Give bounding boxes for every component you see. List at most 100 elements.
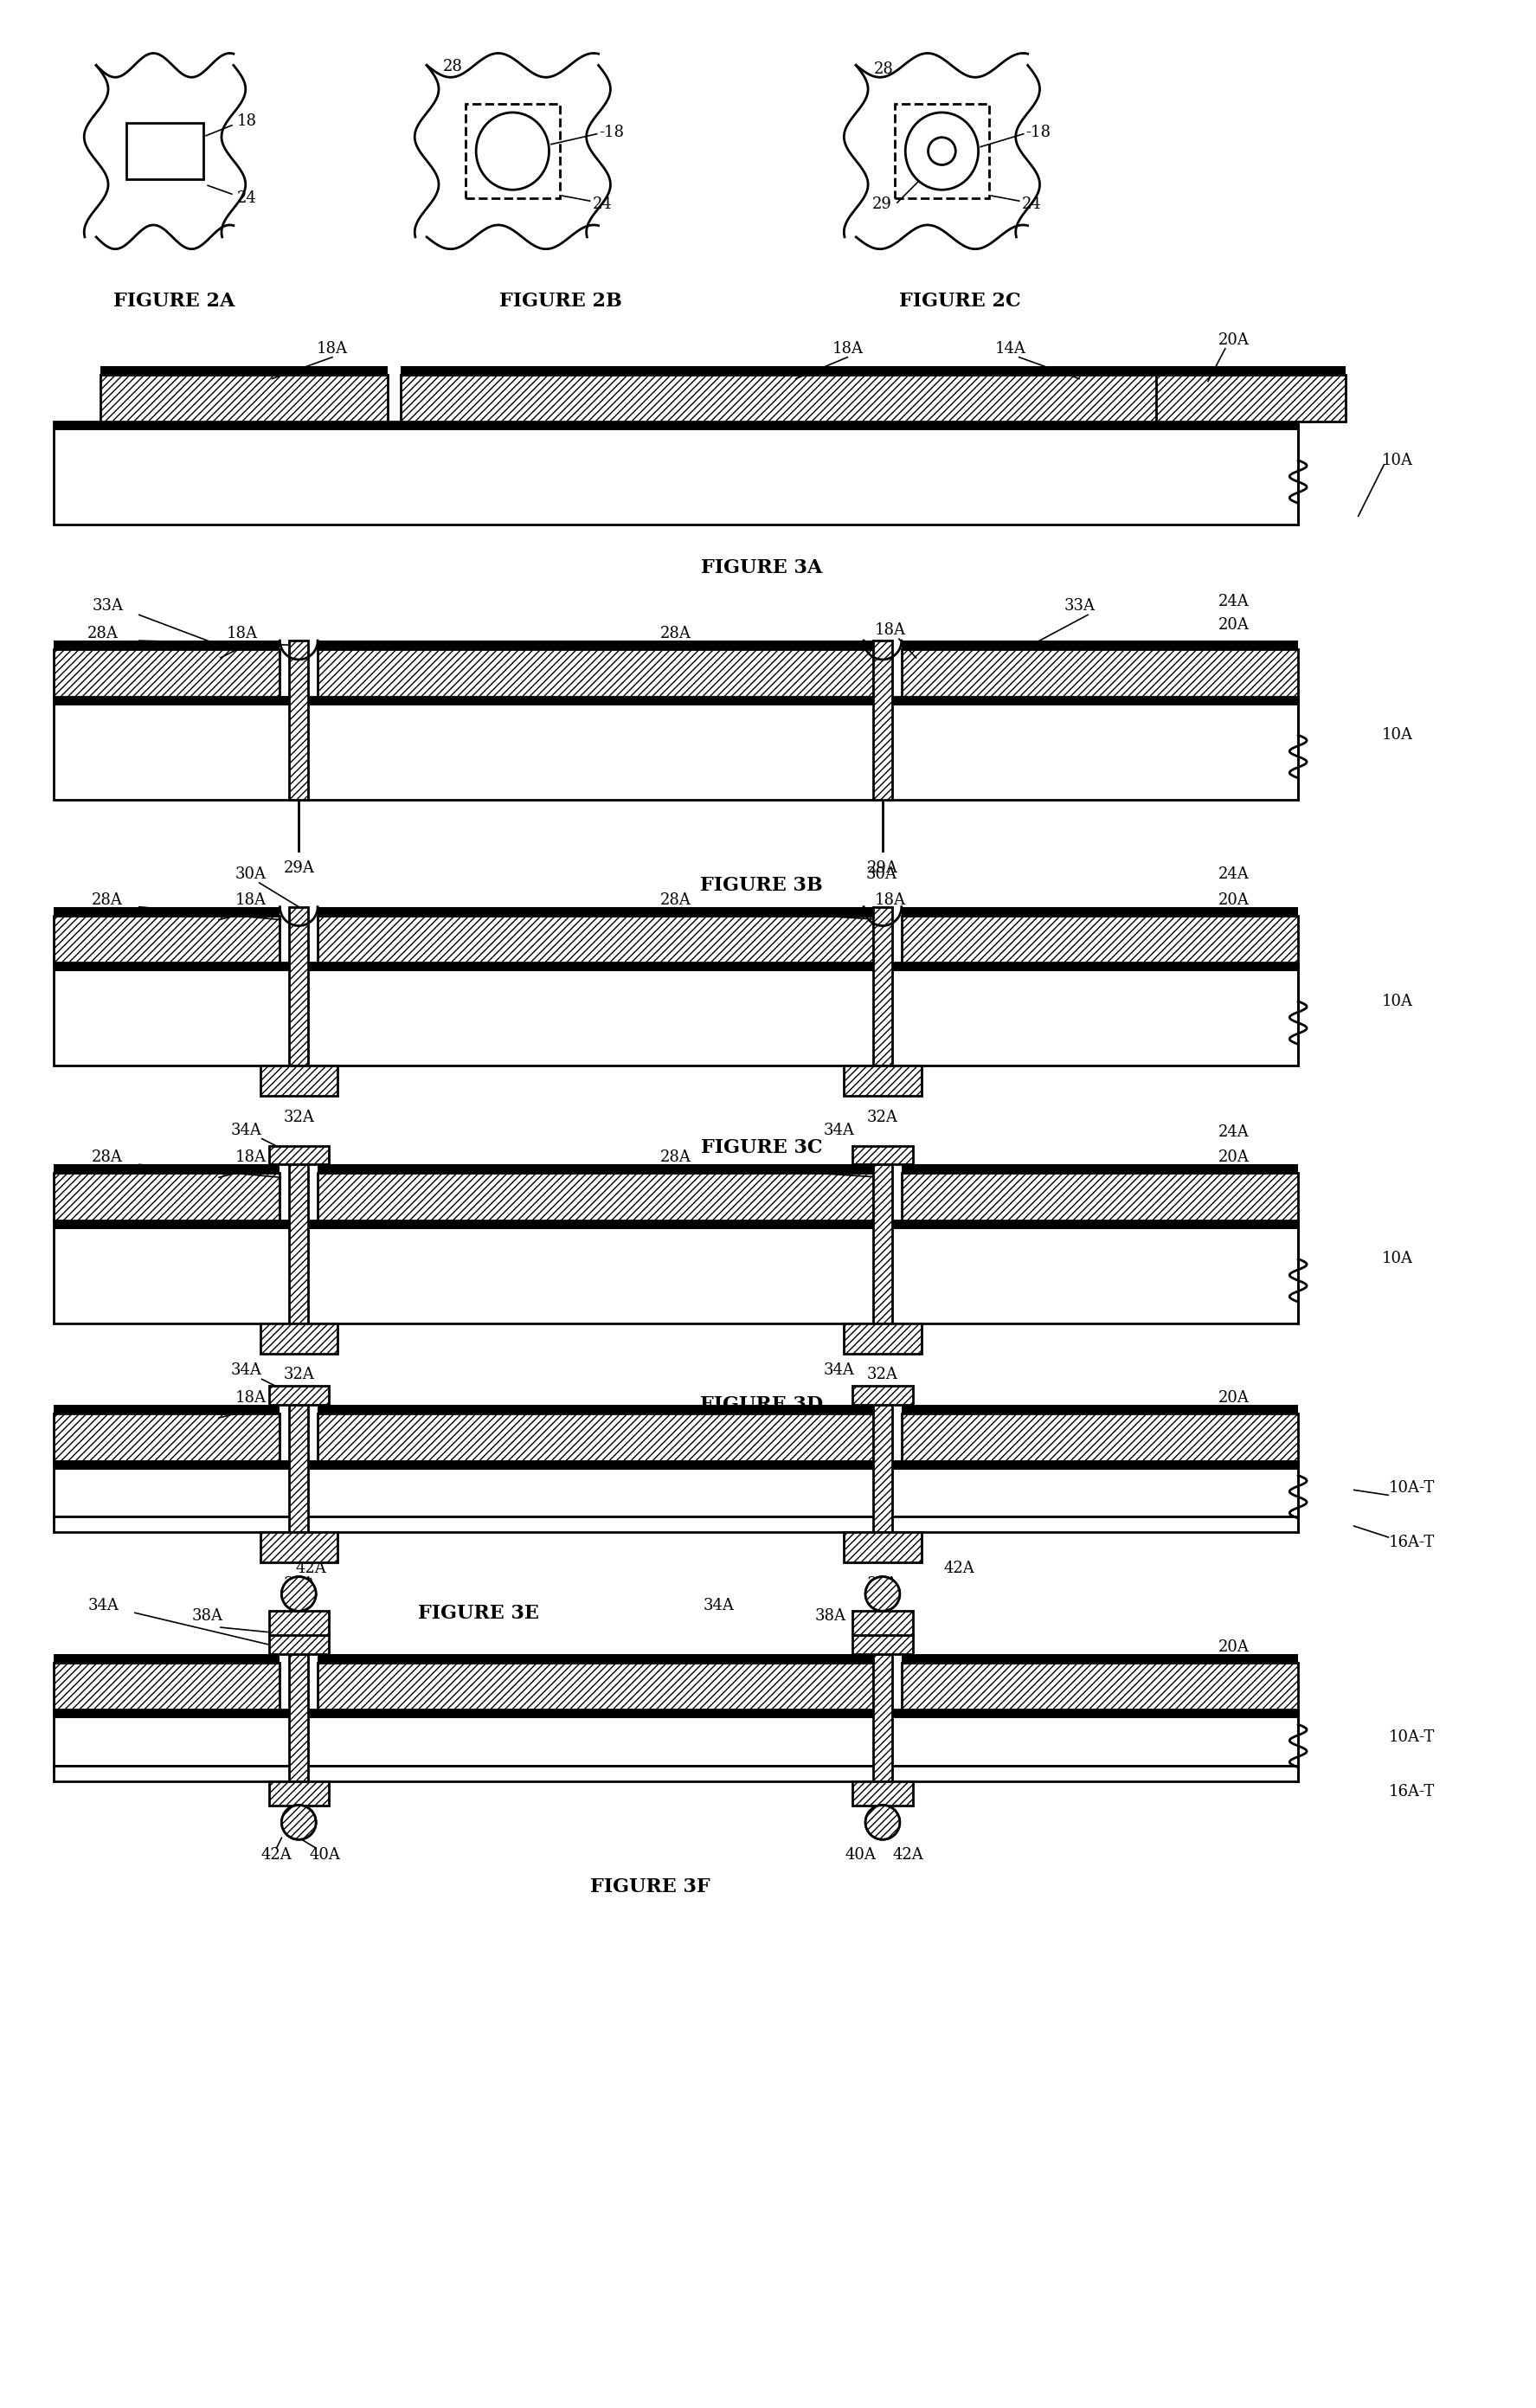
Bar <box>852 1782 912 1806</box>
Text: FIGURE 3E: FIGURE 3E <box>418 1604 539 1623</box>
Text: 34A: 34A <box>230 1363 263 1377</box>
Bar <box>260 1531 338 1563</box>
Bar <box>54 696 1298 799</box>
Text: 32A: 32A <box>283 1110 315 1125</box>
Bar <box>289 1404 309 1531</box>
Bar <box>54 1221 1298 1228</box>
Bar <box>465 104 559 197</box>
Text: 28A: 28A <box>660 893 691 908</box>
Bar <box>260 1324 338 1353</box>
Text: 24A: 24A <box>1218 595 1249 609</box>
Text: 10A-T: 10A-T <box>1389 1729 1435 1746</box>
Text: 24: 24 <box>237 190 257 207</box>
Text: 18A: 18A <box>235 1151 266 1165</box>
Text: 24A: 24A <box>1218 1125 1249 1139</box>
Bar <box>872 641 892 799</box>
Bar <box>54 1710 1298 1719</box>
Text: 30A: 30A <box>866 867 897 881</box>
Text: FIGURE 3B: FIGURE 3B <box>700 877 823 896</box>
Text: 29: 29 <box>872 197 892 212</box>
Bar <box>54 1462 1298 1517</box>
Bar <box>902 908 1298 915</box>
Bar <box>852 1387 912 1404</box>
Bar <box>401 373 1312 421</box>
Text: FIGURE 2C: FIGURE 2C <box>899 291 1020 311</box>
Bar <box>54 1165 280 1173</box>
Text: 24A: 24A <box>1218 867 1249 881</box>
Bar <box>269 1387 329 1404</box>
Bar <box>843 1531 922 1563</box>
Bar <box>54 1517 1298 1531</box>
Text: 18A: 18A <box>316 342 347 356</box>
Bar <box>318 1404 872 1413</box>
Text: 18A: 18A <box>876 1389 906 1406</box>
Bar <box>872 1404 892 1531</box>
Text: 16A-T: 16A-T <box>1389 1784 1435 1799</box>
Bar <box>318 1662 872 1710</box>
Text: 38A: 38A <box>814 1609 846 1623</box>
Bar <box>843 1324 922 1353</box>
Bar <box>54 1413 280 1462</box>
Text: 20A: 20A <box>1218 1640 1249 1654</box>
Ellipse shape <box>865 1577 900 1611</box>
Bar <box>902 1654 1298 1662</box>
Bar <box>852 1611 912 1635</box>
Bar <box>902 650 1298 696</box>
Ellipse shape <box>865 1577 900 1611</box>
Text: 29A: 29A <box>283 860 315 877</box>
Text: 34A: 34A <box>88 1599 118 1613</box>
Text: FIGURE 3A: FIGURE 3A <box>700 559 822 578</box>
Text: 28A: 28A <box>92 1151 123 1165</box>
Text: 18A: 18A <box>876 893 906 908</box>
Bar <box>401 366 1312 373</box>
Text: 24: 24 <box>1021 197 1041 212</box>
Text: 18A: 18A <box>876 1151 906 1165</box>
Text: 38A: 38A <box>192 1609 223 1623</box>
Bar <box>902 1165 1298 1173</box>
Bar <box>852 1146 912 1165</box>
Ellipse shape <box>281 1577 316 1611</box>
Bar <box>318 908 872 915</box>
Ellipse shape <box>905 113 978 190</box>
Text: 33A: 33A <box>92 600 123 614</box>
Text: 20A: 20A <box>1218 332 1249 347</box>
Text: 18A: 18A <box>876 624 906 638</box>
Bar <box>54 1173 280 1221</box>
Bar <box>54 1765 1298 1782</box>
Bar <box>872 1165 892 1324</box>
Text: 24: 24 <box>593 197 613 212</box>
Text: 20A: 20A <box>1218 1389 1249 1406</box>
Text: 42A: 42A <box>295 1560 326 1575</box>
Text: FIGURE 3C: FIGURE 3C <box>700 1139 822 1156</box>
Ellipse shape <box>281 1806 316 1840</box>
Text: 42A: 42A <box>892 1847 923 1864</box>
Text: 34A: 34A <box>230 1122 263 1139</box>
Ellipse shape <box>281 1577 316 1611</box>
Bar <box>318 1173 872 1221</box>
Ellipse shape <box>476 113 548 190</box>
Bar <box>318 1654 872 1662</box>
Bar <box>54 915 280 963</box>
Bar <box>902 1413 1298 1462</box>
Text: 40A: 40A <box>309 1847 339 1864</box>
Text: 33A: 33A <box>1063 600 1095 614</box>
Bar <box>902 1404 1298 1413</box>
Text: 34A: 34A <box>703 1599 734 1613</box>
Text: 20A: 20A <box>1218 616 1249 633</box>
Bar <box>54 963 1298 970</box>
Text: 18A: 18A <box>235 893 266 908</box>
Bar <box>54 421 1298 525</box>
Text: FIGURE 2B: FIGURE 2B <box>499 291 622 311</box>
Bar <box>54 641 280 650</box>
Text: 16A-T: 16A-T <box>1389 1534 1435 1551</box>
Text: 32A: 32A <box>868 1110 899 1125</box>
Text: 10A: 10A <box>1381 995 1413 1009</box>
Text: FIGURE 3D: FIGURE 3D <box>700 1397 823 1413</box>
Text: 29A: 29A <box>868 860 899 877</box>
Text: 30A: 30A <box>235 867 266 881</box>
Bar <box>54 696 1298 706</box>
Bar <box>318 1165 872 1173</box>
Bar <box>54 908 280 915</box>
Bar <box>843 1067 922 1096</box>
Bar <box>54 1221 1298 1324</box>
